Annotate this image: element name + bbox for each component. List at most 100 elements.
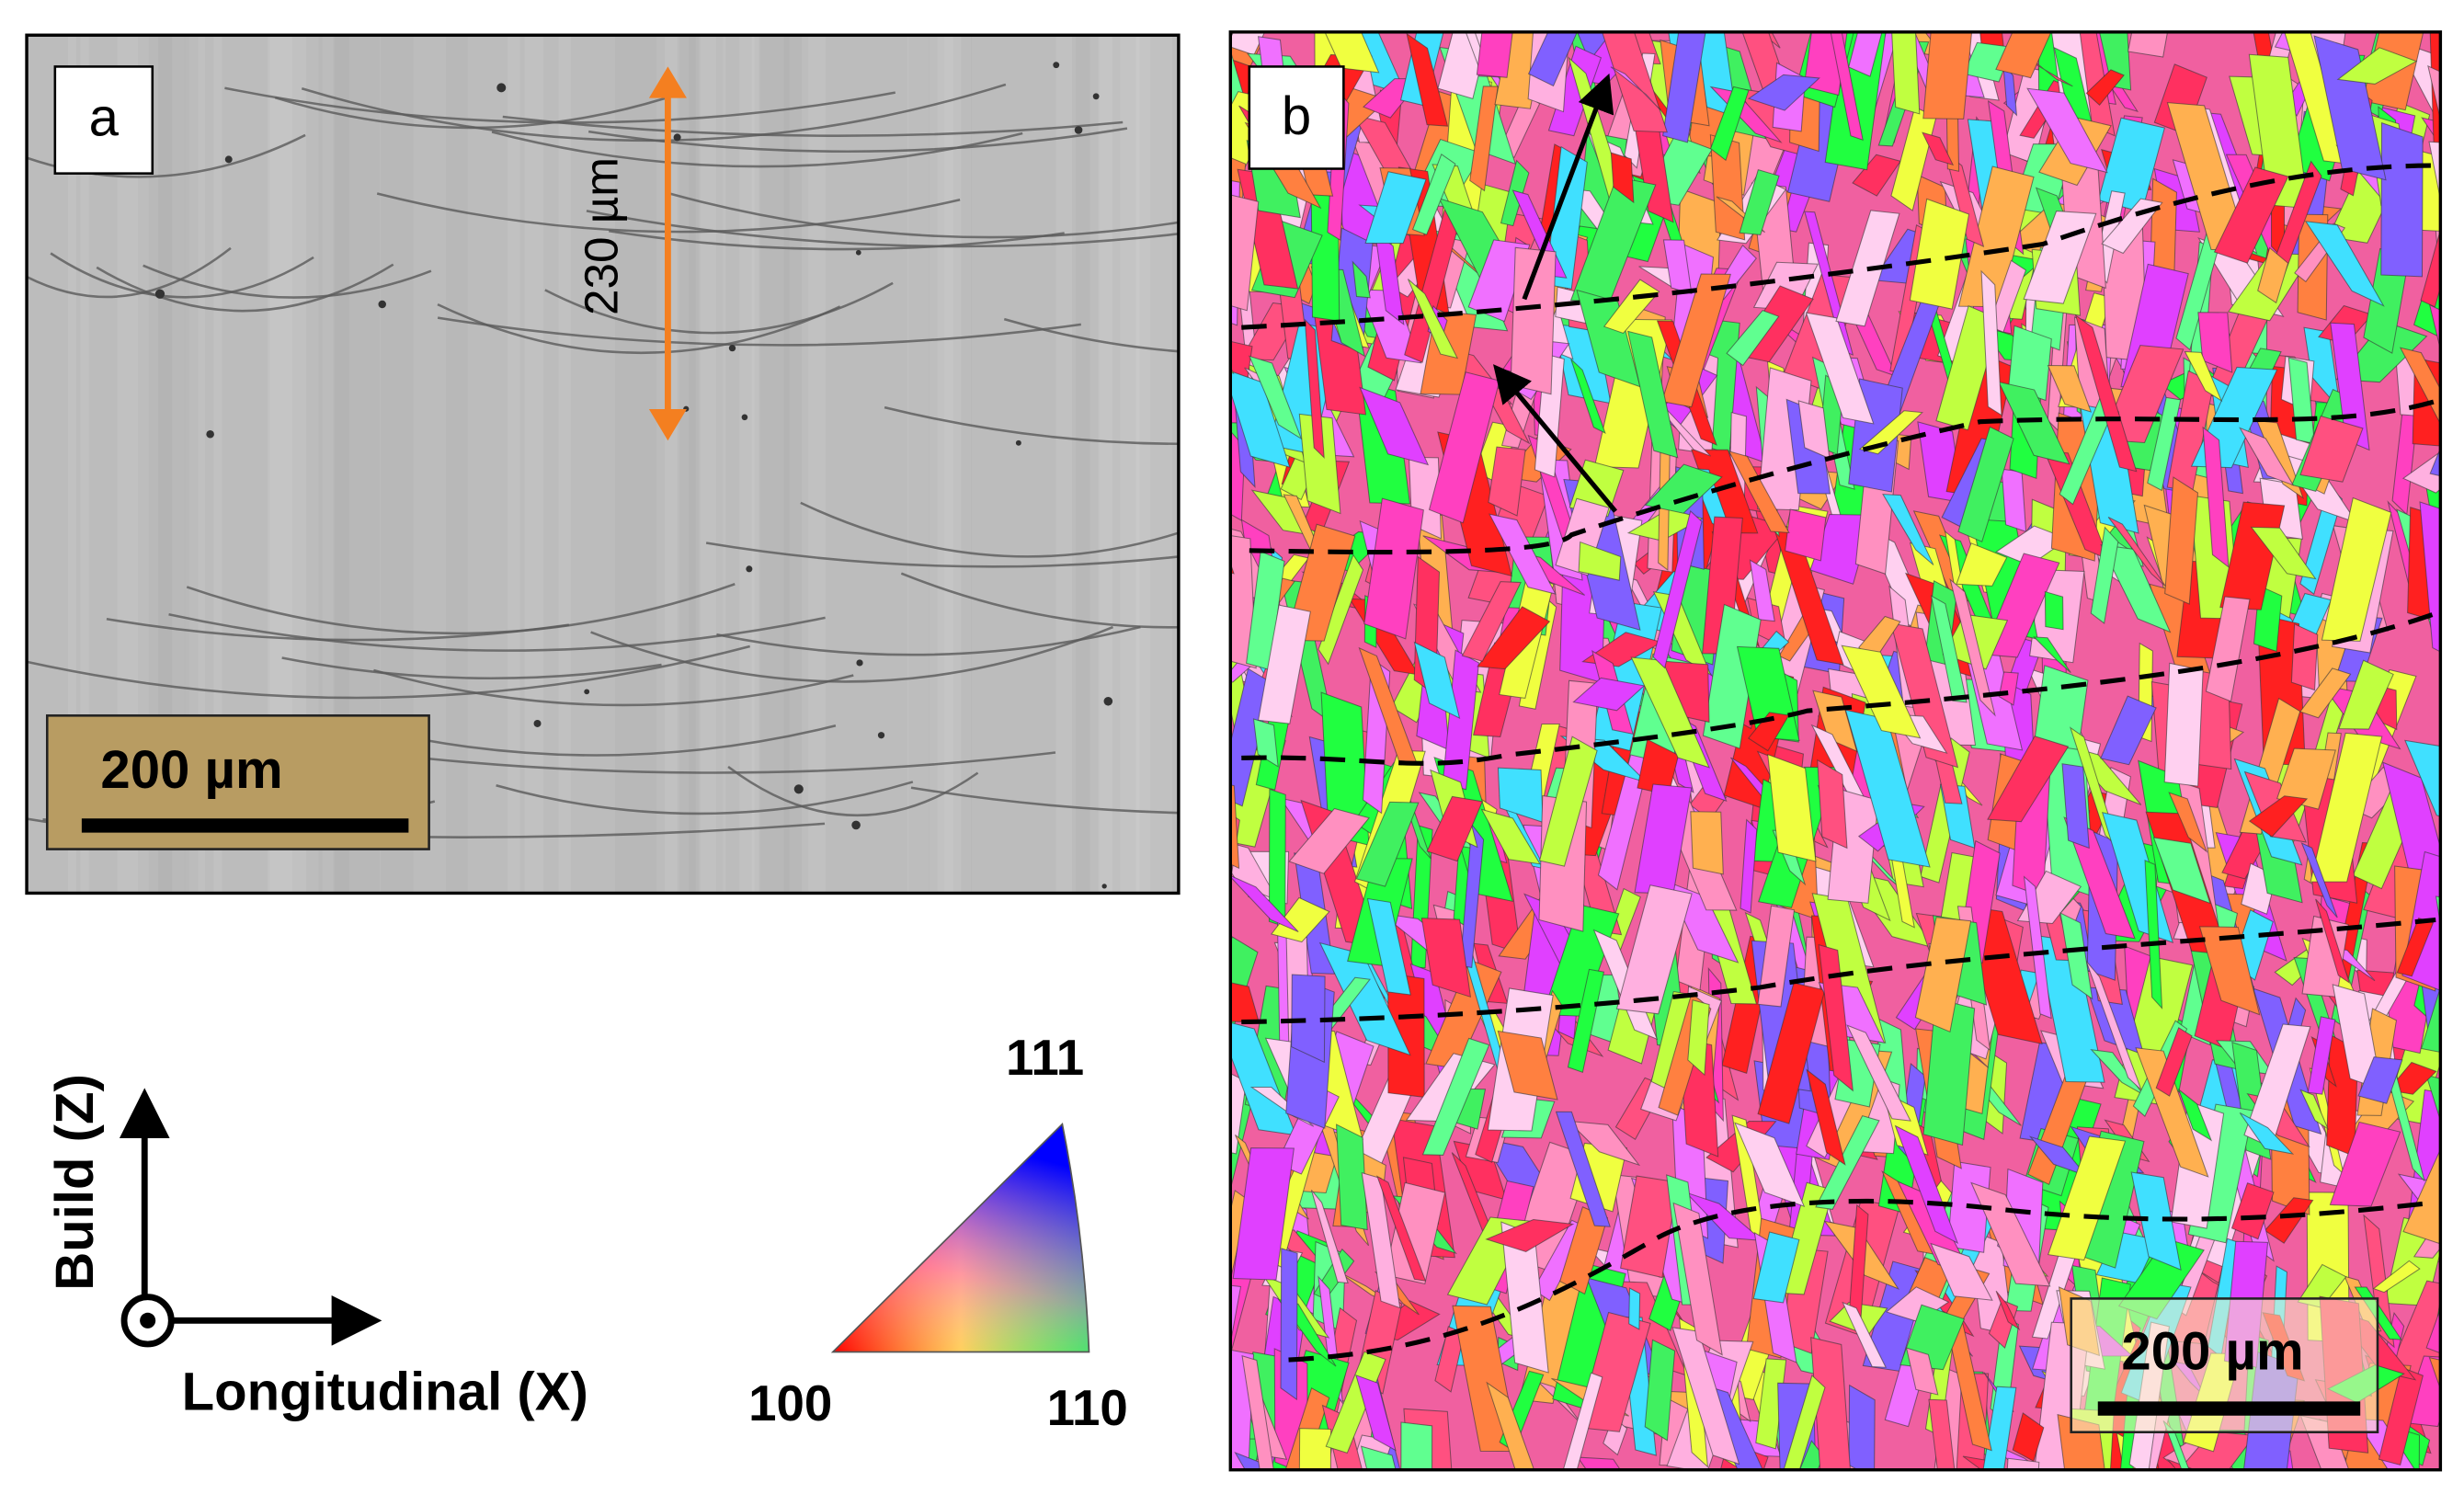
grain xyxy=(1747,74,1820,111)
melt-pool-arc xyxy=(27,133,306,178)
grain xyxy=(1841,644,1922,739)
grain xyxy=(2420,232,2441,308)
grain xyxy=(2147,396,2182,492)
texture-band xyxy=(80,35,89,894)
grain xyxy=(2197,312,2233,373)
grain xyxy=(1848,1384,1876,1470)
melt-pool-arc xyxy=(301,83,1007,143)
grain xyxy=(1785,508,1827,562)
grain xyxy=(1459,823,1485,969)
pore xyxy=(378,300,386,309)
pore xyxy=(746,565,753,573)
grain xyxy=(1407,279,1459,359)
grain xyxy=(2429,31,2441,173)
grain xyxy=(1767,753,1817,862)
grain xyxy=(1852,154,1901,197)
grain xyxy=(2420,986,2441,1053)
grain xyxy=(2428,303,2441,352)
grain xyxy=(1980,269,2002,416)
grain xyxy=(1480,808,1541,865)
melt-pool-boundaries xyxy=(1241,163,2437,1363)
grain xyxy=(2300,842,2338,918)
melt-pool-arc xyxy=(437,302,841,355)
texture-band xyxy=(615,35,657,894)
grain xyxy=(1652,509,1703,669)
grain xyxy=(1844,709,1931,868)
grain xyxy=(1890,622,1959,769)
pore xyxy=(533,719,542,727)
grain xyxy=(1846,1024,1911,1122)
grain xyxy=(2315,898,2351,984)
grain xyxy=(1230,290,1233,409)
grain xyxy=(1818,943,1854,1092)
ipf-triangle-overlay xyxy=(830,1122,1090,1353)
ipf-label-100: 100 xyxy=(748,1374,832,1431)
grain xyxy=(1426,795,1484,862)
grain xyxy=(2061,763,2090,850)
grain xyxy=(1310,1189,1349,1284)
panel-a-border xyxy=(25,33,1181,895)
melt-pool-arc xyxy=(590,625,1113,683)
grain xyxy=(1998,381,2070,465)
melt-pool-arc xyxy=(496,781,914,815)
grain xyxy=(1815,1114,1880,1210)
grain xyxy=(2336,47,2418,85)
texture-band xyxy=(937,35,972,894)
grain xyxy=(1562,1372,1603,1470)
texture-band xyxy=(723,35,755,894)
grain xyxy=(1198,1015,1221,1113)
grain xyxy=(1578,541,1622,581)
pore xyxy=(1101,884,1107,889)
ipf-label-111: 111 xyxy=(1006,1029,1084,1086)
pore xyxy=(1074,126,1083,134)
grain xyxy=(1420,918,1472,998)
melt-pool-arc xyxy=(668,192,1179,239)
texture-band xyxy=(1112,35,1136,894)
texture-band xyxy=(751,35,784,894)
melt-pool-arc xyxy=(424,751,1056,774)
grain xyxy=(2047,364,2093,413)
grain xyxy=(2363,1214,2395,1349)
grain xyxy=(1891,31,1921,115)
grain xyxy=(2177,1088,2213,1142)
grain xyxy=(2006,1457,2040,1470)
texture-band xyxy=(801,35,826,894)
grain xyxy=(1726,309,1780,367)
ipf-label-110: 110 xyxy=(1047,1379,1128,1436)
grain xyxy=(2444,82,2464,180)
melt-pool-arc xyxy=(705,542,1179,568)
grain xyxy=(1469,86,1499,192)
grain xyxy=(1360,1445,1397,1470)
grain xyxy=(1428,371,1500,524)
grain xyxy=(2033,636,2071,673)
grain xyxy=(1230,371,1291,468)
grain xyxy=(2276,747,2336,810)
melt-pool-arc xyxy=(168,612,826,652)
grain xyxy=(1252,718,1279,768)
grain xyxy=(1812,690,1858,752)
grain xyxy=(2059,912,2093,1000)
grain xyxy=(1355,801,1420,887)
grain xyxy=(2230,1182,2275,1240)
grain xyxy=(1956,542,2008,587)
grain xyxy=(1203,0,1228,97)
grain xyxy=(1740,818,1758,914)
grain xyxy=(1922,31,1973,120)
grain xyxy=(1421,1037,1490,1156)
melt-pool-arc xyxy=(281,656,662,680)
grain xyxy=(1406,32,1449,127)
grain xyxy=(1610,152,1635,204)
grain xyxy=(1998,671,2019,706)
grain xyxy=(2438,1102,2441,1113)
grain xyxy=(1324,31,1380,74)
melt-pool-arc xyxy=(727,765,979,817)
grain xyxy=(2299,667,2352,719)
grain xyxy=(1757,982,1826,1124)
arrow-2 xyxy=(1493,364,1618,513)
grain xyxy=(1672,1202,1723,1356)
axis-build-label: Build (Z) xyxy=(45,1074,105,1291)
grain xyxy=(1230,784,1240,870)
arrow-1 xyxy=(1522,73,1614,301)
grain xyxy=(1749,559,1775,622)
pore xyxy=(673,133,681,142)
